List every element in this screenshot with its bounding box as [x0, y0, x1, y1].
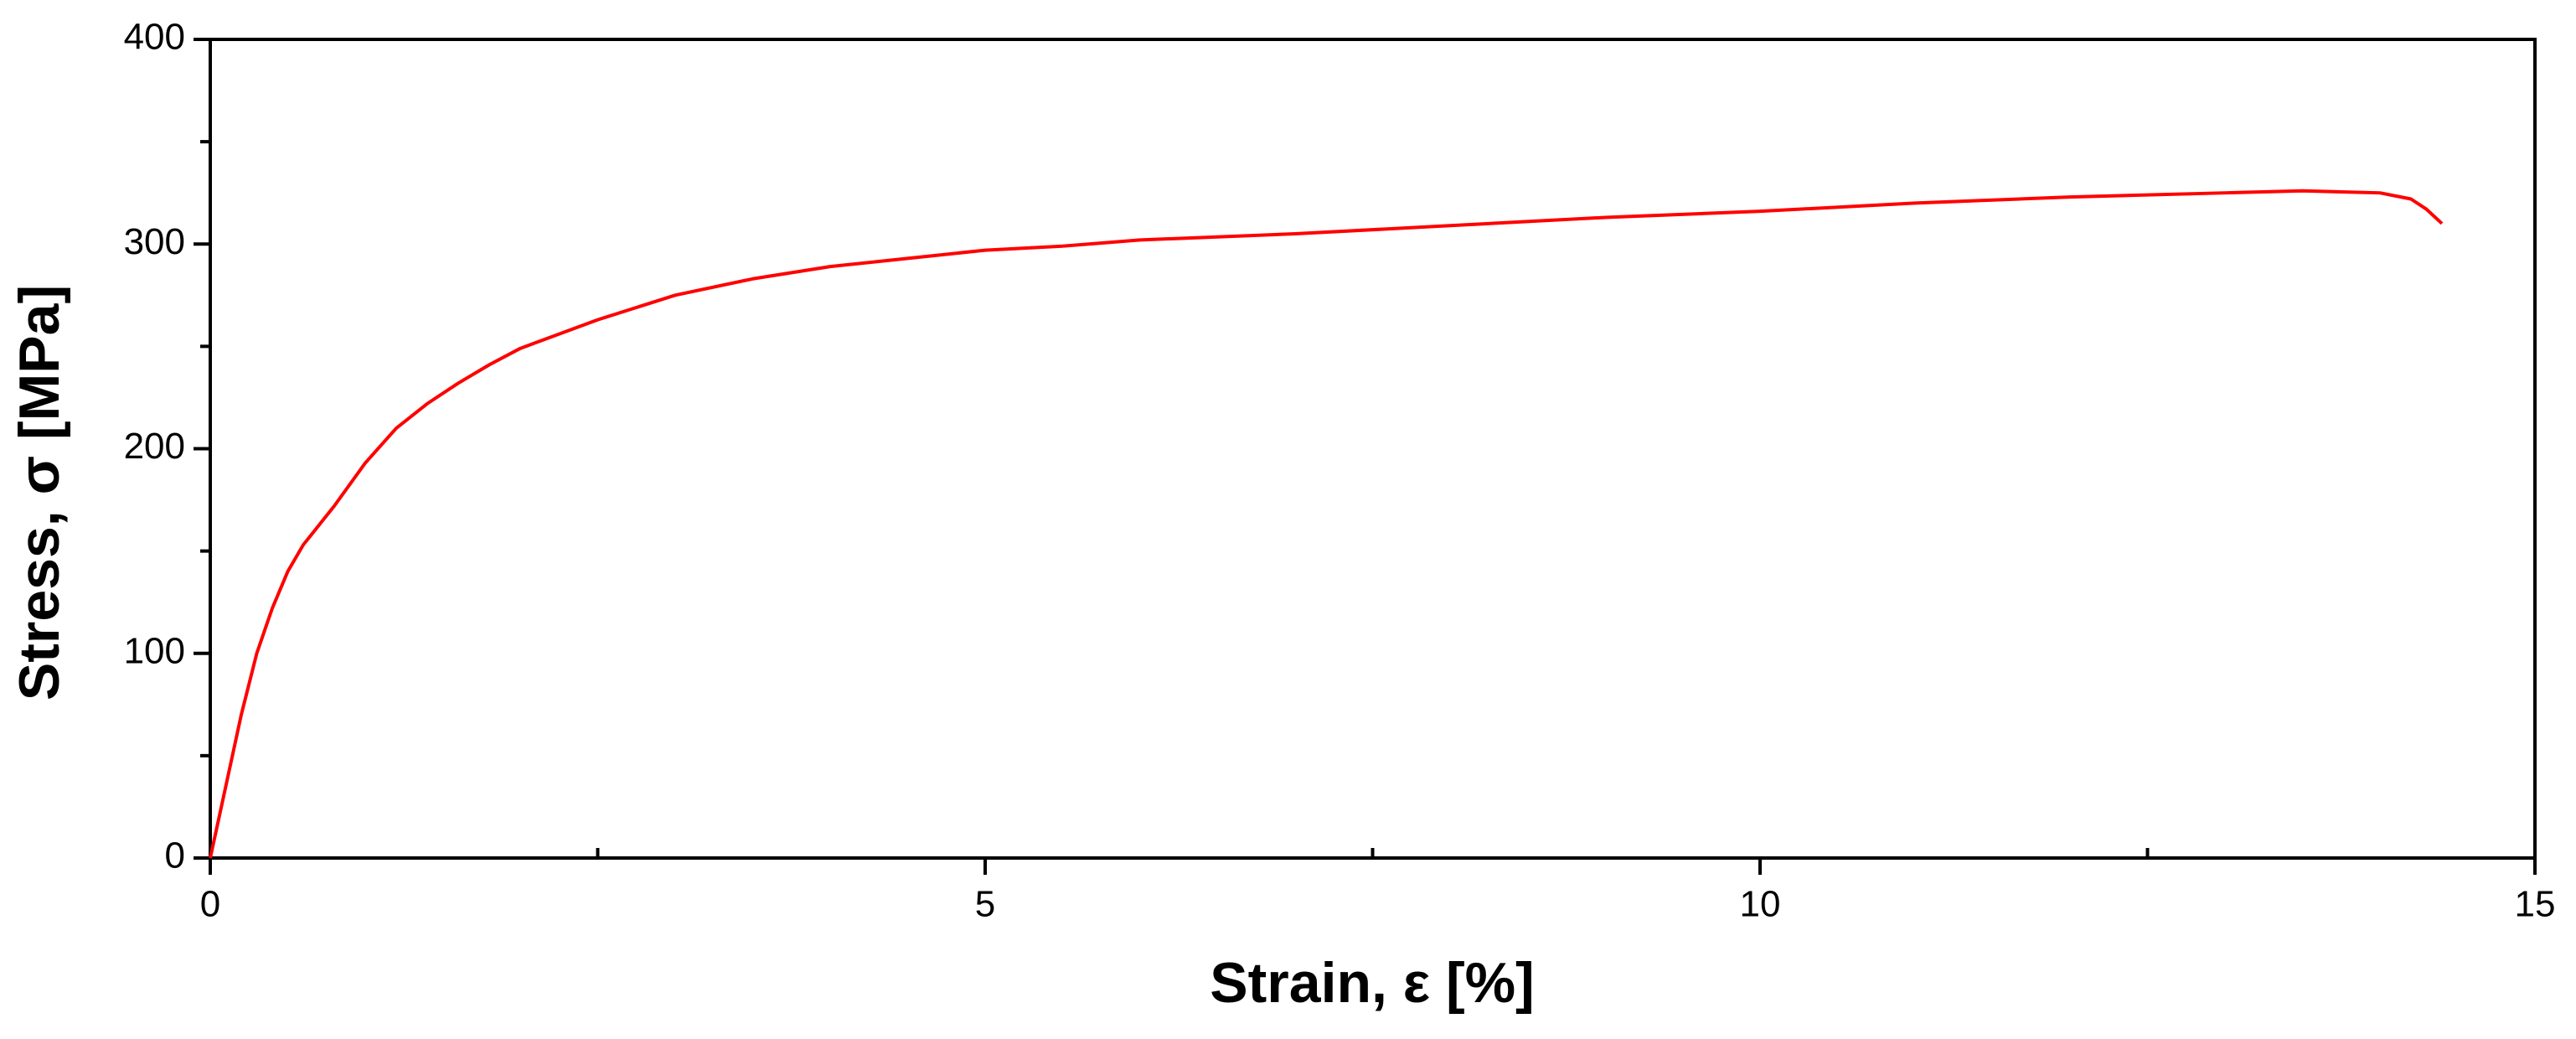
y-axis-title: Stress, σ [MPa]	[8, 285, 71, 700]
y-tick-label: 0	[165, 835, 185, 876]
x-tick-label: 5	[975, 884, 995, 925]
data-line	[209, 189, 2444, 859]
x-tick-label: 0	[200, 884, 220, 925]
y-tick-label: 100	[124, 630, 185, 671]
y-tick-label: 300	[124, 221, 185, 262]
x-axis-title: Strain, ε [%]	[1210, 951, 1534, 1015]
y-tick-label: 400	[124, 17, 185, 58]
x-tick-label: 10	[1740, 884, 1781, 925]
y-tick-label: 200	[124, 426, 185, 467]
x-tick-label: 15	[2515, 884, 2556, 925]
plot-frame	[209, 38, 2537, 860]
